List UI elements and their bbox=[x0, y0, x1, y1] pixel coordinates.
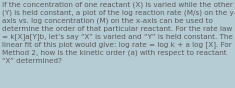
Text: If the concentration of one reactant (X) is varied while the other
(Y) is held c: If the concentration of one reactant (X)… bbox=[2, 2, 235, 64]
